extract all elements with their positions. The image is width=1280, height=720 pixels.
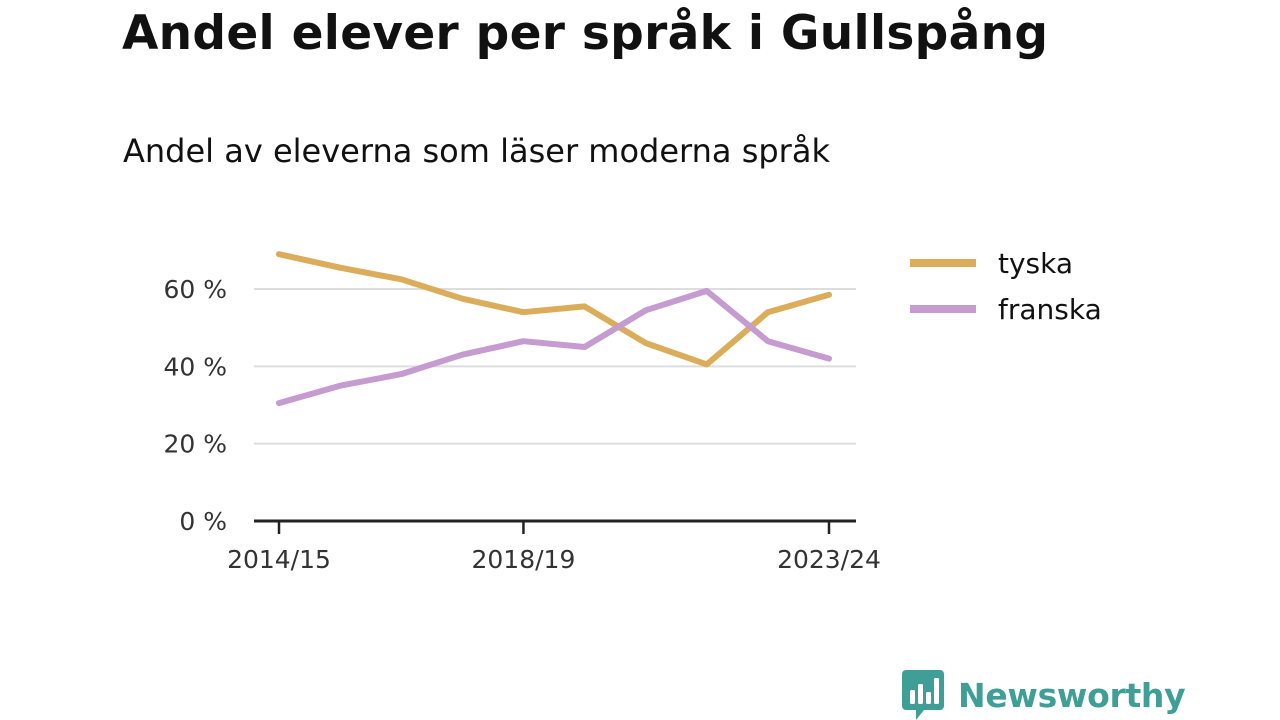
legend-label-franska: franska bbox=[998, 293, 1102, 326]
series-line-tyska bbox=[276, 251, 832, 368]
legend: tyska franska bbox=[910, 247, 1102, 326]
legend-label-tyska: tyska bbox=[998, 247, 1073, 280]
series-line-franska bbox=[276, 287, 832, 407]
x-tick-label: 2023/24 bbox=[777, 545, 881, 574]
x-axis-ticks: 2014/15 2018/19 2023/24 bbox=[227, 521, 881, 574]
y-axis-ticks: 0 % 20 % 40 % 60 % bbox=[163, 275, 227, 536]
x-tick-label: 2014/15 bbox=[227, 545, 331, 574]
brand-name: Newsworthy bbox=[958, 675, 1186, 715]
grid-lines bbox=[254, 288, 856, 445]
chart-subtitle: Andel av eleverna som läser moderna språ… bbox=[123, 132, 830, 170]
y-tick-label: 60 % bbox=[163, 275, 227, 304]
newsworthy-bar-chart-icon bbox=[902, 670, 944, 720]
y-tick-label: 40 % bbox=[163, 352, 227, 381]
y-tick-label: 20 % bbox=[163, 430, 227, 459]
series-lines bbox=[276, 251, 832, 407]
newsworthy-logo: Newsworthy bbox=[902, 670, 1186, 720]
x-tick-label: 2018/19 bbox=[472, 545, 576, 574]
y-tick-label: 0 % bbox=[179, 507, 227, 536]
chart-title: Andel elever per språk i Gullspång bbox=[122, 6, 1049, 61]
